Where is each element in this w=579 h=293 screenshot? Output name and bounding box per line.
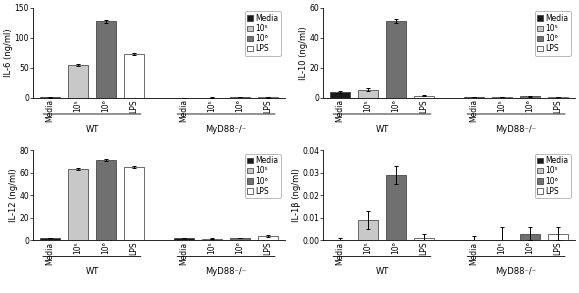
Text: WT: WT bbox=[375, 267, 389, 276]
Bar bbox=[464, 97, 484, 98]
Bar bbox=[386, 175, 406, 240]
Bar bbox=[202, 239, 222, 240]
Legend: Media, 10⁵, 10⁶, LPS: Media, 10⁵, 10⁶, LPS bbox=[245, 154, 281, 198]
Bar bbox=[521, 96, 540, 98]
Text: WT: WT bbox=[85, 125, 98, 134]
Bar bbox=[358, 220, 378, 240]
Bar bbox=[230, 238, 250, 240]
Bar bbox=[96, 21, 116, 98]
Bar bbox=[548, 234, 568, 240]
Bar bbox=[124, 167, 144, 240]
Y-axis label: IL-12 (ng/ml): IL-12 (ng/ml) bbox=[9, 168, 18, 222]
Bar bbox=[492, 97, 512, 98]
Bar bbox=[330, 92, 350, 98]
Bar bbox=[96, 160, 116, 240]
Y-axis label: IL-1β (ng/ml): IL-1β (ng/ml) bbox=[292, 168, 301, 222]
Bar bbox=[386, 21, 406, 98]
Bar bbox=[68, 65, 88, 98]
Y-axis label: IL-10 (ng/ml): IL-10 (ng/ml) bbox=[299, 26, 308, 80]
Bar bbox=[68, 169, 88, 240]
Text: MyD88⁻/⁻: MyD88⁻/⁻ bbox=[496, 267, 537, 276]
Text: MyD88⁻/⁻: MyD88⁻/⁻ bbox=[496, 125, 537, 134]
Bar bbox=[521, 234, 540, 240]
Text: MyD88⁻/⁻: MyD88⁻/⁻ bbox=[206, 125, 247, 134]
Bar bbox=[414, 96, 434, 98]
Bar bbox=[258, 236, 278, 240]
Y-axis label: IL-6 (ng/ml): IL-6 (ng/ml) bbox=[4, 28, 13, 77]
Text: WT: WT bbox=[375, 125, 389, 134]
Bar bbox=[548, 97, 568, 98]
Text: MyD88⁻/⁻: MyD88⁻/⁻ bbox=[206, 267, 247, 276]
Bar bbox=[124, 54, 144, 98]
Bar bbox=[40, 238, 60, 240]
Legend: Media, 10⁵, 10⁶, LPS: Media, 10⁵, 10⁶, LPS bbox=[245, 11, 281, 55]
Text: WT: WT bbox=[85, 267, 98, 276]
Bar bbox=[358, 89, 378, 98]
Legend: Media, 10⁵, 10⁶, LPS: Media, 10⁵, 10⁶, LPS bbox=[535, 154, 571, 198]
Bar bbox=[174, 238, 194, 240]
Legend: Media, 10⁵, 10⁶, LPS: Media, 10⁵, 10⁶, LPS bbox=[535, 11, 571, 55]
Bar bbox=[230, 97, 250, 98]
Bar bbox=[414, 238, 434, 240]
